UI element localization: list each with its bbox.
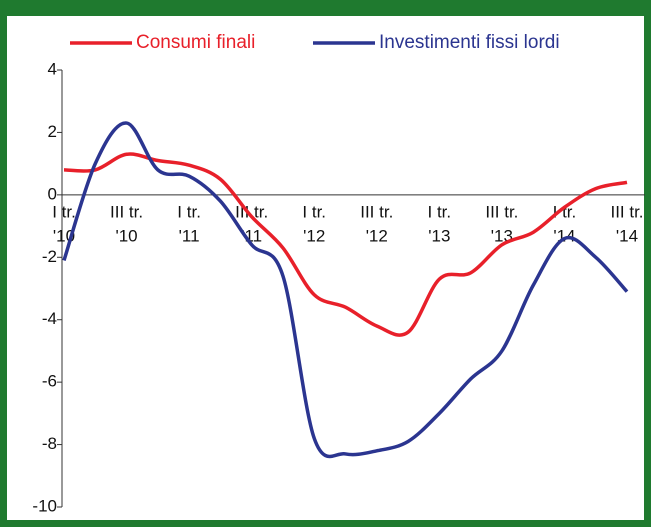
series-line xyxy=(62,121,629,459)
x-tick-label: I tr. xyxy=(428,202,452,221)
y-tick-label: -6 xyxy=(42,372,57,391)
x-tick-label: III tr. xyxy=(485,202,518,221)
x-tick-label: '14 xyxy=(616,226,638,245)
y-tick-label: -4 xyxy=(42,309,57,328)
y-tick-label: -8 xyxy=(42,434,57,453)
x-tick-label: I tr. xyxy=(553,202,577,221)
y-tick-label: -2 xyxy=(42,247,57,266)
series-line xyxy=(63,152,628,337)
plot-background xyxy=(7,16,644,520)
y-tick-label: -10 xyxy=(32,496,57,515)
y-tick-label: 2 xyxy=(48,122,57,141)
y-tick-label: 4 xyxy=(48,59,57,78)
x-tick-label: '12 xyxy=(303,226,325,245)
x-tick-label: III tr. xyxy=(610,202,643,221)
x-tick-label: '11 xyxy=(179,226,200,245)
x-tick-label: III tr. xyxy=(360,202,393,221)
x-tick-label: '10 xyxy=(115,226,137,245)
x-tick-label: III tr. xyxy=(110,202,143,221)
x-tick-label: I tr. xyxy=(52,202,76,221)
legend-label: Investimenti fissi lordi xyxy=(379,32,560,53)
legend-label: Consumi finali xyxy=(136,32,255,53)
x-tick-label: I tr. xyxy=(177,202,201,221)
x-tick-label: '14 xyxy=(553,226,575,245)
x-tick-label: I tr. xyxy=(302,202,326,221)
x-tick-label: '13 xyxy=(428,226,450,245)
y-tick-label: 0 xyxy=(48,184,57,203)
x-tick-label: '12 xyxy=(366,226,388,245)
